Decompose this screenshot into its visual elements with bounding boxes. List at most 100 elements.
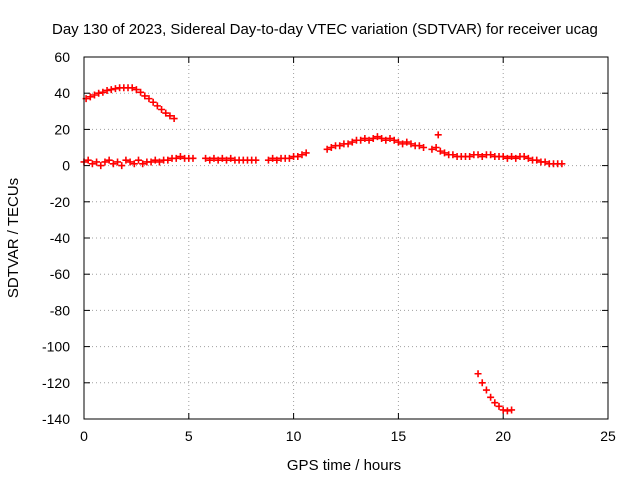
data-point — [524, 154, 532, 162]
data-point — [386, 134, 394, 142]
data-point — [189, 154, 197, 162]
data-point — [482, 386, 490, 394]
y-tick-label: 40 — [54, 85, 70, 101]
data-point — [436, 147, 444, 155]
data-point — [166, 112, 174, 120]
data-point — [474, 370, 482, 378]
series-outliers — [434, 131, 442, 139]
data-point — [158, 105, 166, 113]
data-point — [415, 142, 423, 150]
data-point — [420, 144, 428, 151]
data-point — [139, 160, 147, 168]
y-tick-label: -60 — [50, 266, 70, 282]
data-point — [399, 140, 407, 148]
y-tick-label: 20 — [54, 121, 70, 137]
data-point — [145, 95, 153, 103]
x-tick-label: 10 — [286, 428, 302, 444]
data-point — [466, 153, 474, 161]
data-point — [93, 158, 101, 166]
data-point — [132, 86, 140, 94]
data-point — [294, 153, 302, 161]
data-point — [474, 151, 482, 159]
data-point — [508, 406, 516, 414]
data-point — [162, 109, 170, 117]
data-point — [394, 138, 402, 146]
data-point — [407, 140, 415, 148]
data-point — [95, 89, 103, 97]
data-point — [137, 88, 145, 96]
y-tick-label: -140 — [42, 411, 70, 427]
data-point — [503, 407, 511, 415]
chart-title: Day 130 of 2023, Sidereal Day-to-day VTE… — [52, 21, 598, 38]
y-tick-label: -100 — [42, 339, 70, 355]
y-tick-label: 0 — [62, 158, 70, 174]
series-band-b — [202, 154, 260, 164]
x-tick-label: 20 — [495, 428, 511, 444]
data-point — [428, 145, 436, 153]
data-point — [97, 162, 105, 170]
data-point — [487, 151, 495, 159]
data-point — [206, 156, 214, 164]
data-point — [503, 154, 511, 162]
data-point — [449, 151, 457, 159]
data-point — [202, 154, 210, 162]
y-tick-label: -40 — [50, 230, 70, 246]
data-point — [103, 86, 111, 94]
data-point — [164, 156, 172, 164]
data-point — [269, 154, 277, 162]
x-axis-label: GPS time / hours — [287, 457, 401, 474]
data-point — [298, 151, 306, 159]
data-point — [499, 153, 507, 161]
x-tick-label: 15 — [391, 428, 407, 444]
data-point — [365, 136, 373, 144]
ticks: 0 5 10 15 20 25 60 40 20 0 -20 -40 -60 -80 -100 -120 -14… — [42, 49, 616, 444]
data-point — [105, 156, 113, 164]
data-point — [378, 134, 386, 142]
data-point — [302, 149, 310, 157]
series-band-a — [80, 153, 197, 170]
data-point — [107, 86, 115, 94]
data-point — [273, 156, 281, 164]
data-point — [558, 160, 566, 168]
data-point — [223, 156, 231, 164]
y-axis-label: SDTVAR / TECUs — [5, 178, 22, 298]
data-point — [149, 98, 157, 106]
data-point — [90, 91, 98, 99]
data-point — [478, 153, 486, 161]
data-point — [141, 92, 149, 100]
data-point — [147, 158, 155, 166]
series-arc-high — [82, 84, 178, 123]
data-point — [508, 153, 516, 161]
y-tick-label: -80 — [50, 302, 70, 318]
data-point — [111, 85, 119, 93]
series-hump — [323, 133, 428, 153]
data-point — [357, 136, 365, 144]
x-tick-label: 25 — [600, 428, 616, 444]
data-point — [390, 136, 398, 144]
data-point — [373, 133, 381, 141]
data-point — [264, 156, 272, 164]
data-point — [101, 158, 109, 166]
data-point — [252, 156, 260, 164]
data-point — [541, 158, 549, 166]
series-tail — [428, 144, 566, 168]
data-point — [382, 136, 390, 144]
data-point — [109, 160, 117, 168]
data-point — [99, 88, 107, 96]
data-point — [434, 131, 442, 139]
data-point — [441, 149, 449, 157]
data-point — [520, 153, 528, 161]
grid — [84, 57, 608, 419]
data-point — [88, 160, 96, 168]
data-point — [134, 156, 142, 164]
x-tick-label: 0 — [80, 428, 88, 444]
data-point — [478, 379, 486, 387]
y-tick-label: 60 — [54, 49, 70, 65]
data-point — [344, 140, 352, 148]
data-point — [128, 84, 136, 92]
data-point — [361, 134, 369, 142]
data-points — [80, 84, 566, 415]
data-point — [214, 156, 222, 164]
